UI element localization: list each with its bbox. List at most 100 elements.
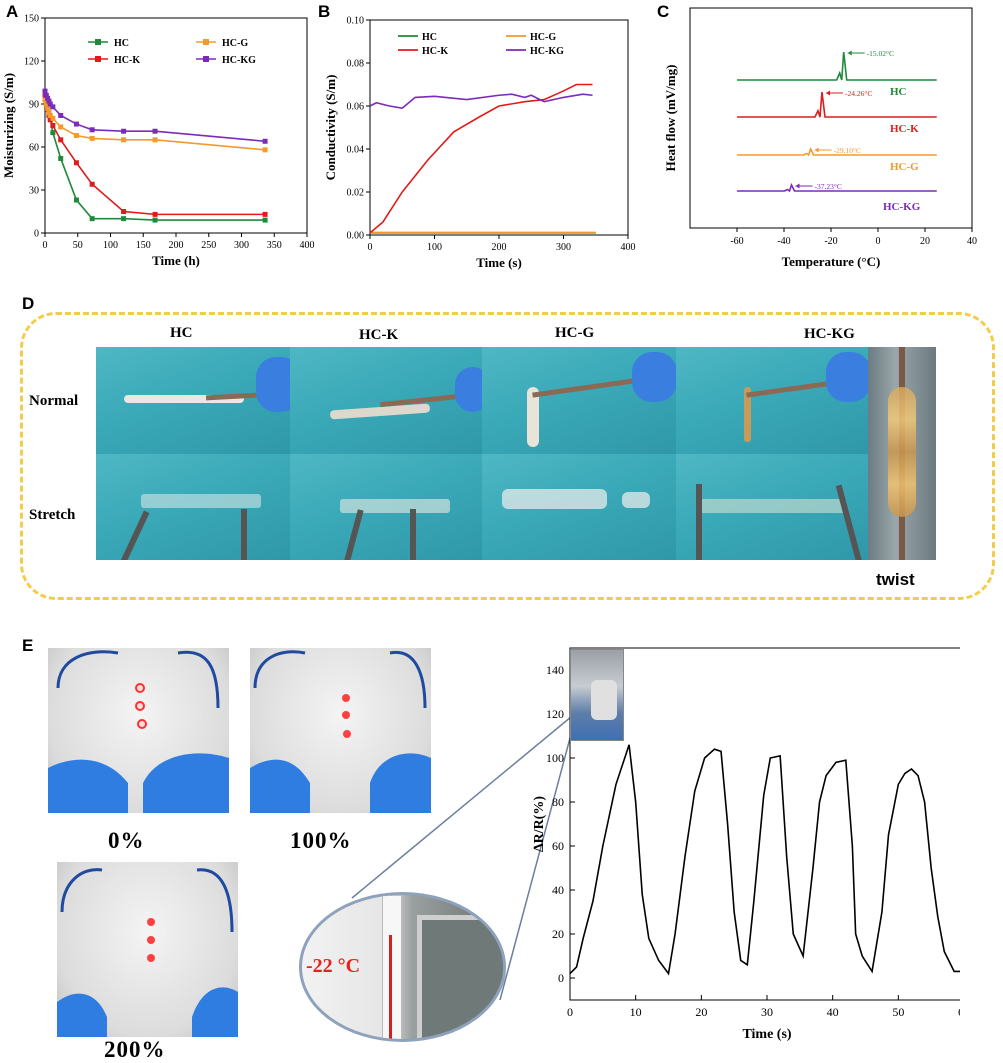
chart-b-hc-k-series-line	[369, 83, 593, 234]
chart-a-hc-kg-data-point	[152, 128, 158, 134]
chart-c-hc-g-curve	[737, 146, 937, 157]
chart-b-x-tick-label: 300	[556, 242, 571, 253]
chart-a-hc-kg-data-point	[262, 138, 268, 144]
chart-c-x-tick-label: -20	[824, 236, 837, 247]
chart-c-peak-annotation: -29.10°C	[834, 146, 861, 155]
photo-strain-0	[48, 648, 229, 813]
chart-a-y-tick-label: 30	[29, 186, 39, 197]
chart-e-x-tick-label: 60	[958, 1005, 960, 1019]
chart-b-y-tick-label: 0.02	[347, 188, 365, 199]
chart-a-hc-g-data-point	[73, 133, 79, 139]
chart-c-hc-k-curve	[737, 91, 937, 118]
chart-a-legend-label: HC-KG	[222, 55, 256, 66]
chart-a-hc-kg-data-point	[73, 121, 79, 127]
chart-c-plot-frame	[689, 7, 973, 229]
chart-c-x-tick-label: 20	[920, 236, 930, 247]
chart-a-hc-k-data-point	[89, 181, 95, 187]
chart-a-hc-data-point	[89, 216, 95, 222]
strain-label-200: 200%	[104, 1037, 166, 1062]
chart-a-hc-kg-data-point	[42, 88, 48, 94]
panel-letter-c: C	[657, 2, 670, 21]
chart-b-y-tick-label: 0.06	[347, 102, 365, 113]
photo-hc-g-stretch	[482, 454, 676, 560]
chart-c-arrow-head	[795, 183, 800, 189]
twist-label: twist	[876, 570, 915, 589]
chart-a-y-tick-label: 90	[29, 100, 39, 111]
chart-a-hc-kg-data-point	[47, 101, 53, 107]
inset-photo-setup	[570, 649, 624, 741]
chart-a-x-tick-label: 200	[169, 240, 184, 251]
chart-a-hc-k-data-point	[262, 211, 268, 217]
chart-b-y-axis-label: Conductivity (S/m)	[323, 75, 338, 181]
panel-letter-b: B	[318, 2, 331, 21]
chart-a-hc-k-data-point	[58, 137, 64, 143]
chart-a-legend-marker	[203, 39, 209, 45]
chart-a-y-tick-label: 150	[24, 14, 39, 25]
chart-b-legend-label: HC-KG	[530, 46, 564, 57]
chart-a-hc-kg-data-point	[45, 95, 51, 101]
chart-b-legend-label: HC	[422, 32, 437, 43]
panel-letter-e: E	[22, 636, 34, 655]
photo-hc-k-stretch	[290, 454, 482, 560]
panel-d-frame	[20, 312, 995, 600]
col-label-hc: HC	[170, 325, 193, 341]
thermometer-label: -22 °C	[306, 955, 361, 977]
chart-a-x-tick-label: 300	[234, 240, 249, 251]
photo-hc-kg-normal	[676, 347, 868, 454]
chart-a-hc-k-series-line	[44, 96, 266, 216]
thermometer-lens	[299, 892, 506, 1042]
chart-a-x-tick-label: 350	[267, 240, 282, 251]
chart-e-y-tick-label: 140	[546, 663, 564, 677]
chart-a-hc-g-data-point	[42, 97, 48, 103]
chart-c-x-axis-label: Temperature (°C)	[782, 254, 881, 269]
chart-a-hc-kg-data-point	[89, 127, 95, 133]
chart-c-x-tick-label: -60	[730, 236, 743, 247]
photo-hc-stretch	[96, 454, 290, 560]
chart-a-hc-k-data-point	[152, 211, 158, 217]
chart-a-y-tick-label: 60	[29, 143, 39, 154]
chart-a-hc-data-point	[73, 197, 79, 203]
panel-letter-d: D	[22, 294, 35, 313]
chart-e-x-tick-label: 50	[892, 1005, 904, 1019]
photo-hc-k-normal	[290, 347, 482, 454]
chart-a-hc-k-data-point	[47, 117, 53, 123]
row-label-normal: Normal	[29, 393, 79, 409]
chart-a-hc-g-data-point	[50, 115, 56, 121]
chart-b-legend-label: HC-K	[422, 46, 448, 57]
chart-e-plot-frame	[569, 647, 960, 1001]
chart-a-x-tick-label: 50	[73, 240, 83, 251]
chart-e-x-tick-label: 30	[761, 1005, 773, 1019]
col-label-hc-kg: HC-KG	[804, 326, 855, 342]
chart-c-series-label: HC-K	[890, 123, 919, 135]
chart-a-hc-g-data-point	[152, 137, 158, 143]
chart-c-y-axis-label: Heat flow (mV/mg)	[663, 65, 678, 172]
chart-a-hc-g-data-point	[89, 135, 95, 141]
chart-a-hc-g-data-point	[45, 105, 51, 111]
chart-a-plot-frame	[44, 17, 308, 234]
chart-a-hc-g-data-point	[43, 101, 49, 107]
chart-e: 0 10 20 30 40 50 60 0 20 40 60 80 100 120 140 Time (s) ∆…	[532, 647, 960, 1042]
chart-a-legend-label: HC	[114, 38, 129, 49]
chart-a-legend-label: HC-G	[222, 38, 248, 49]
chart-a-legend-marker	[203, 56, 209, 62]
chart-a-hc-data-point	[121, 216, 127, 222]
chart-a: 0 50 100 150 200 250 300 350 4000306090120150Tim…	[1, 14, 315, 269]
chart-a-hc-g-data-point	[46, 110, 52, 116]
chart-a-hc-data-point	[58, 155, 64, 161]
chart-b-y-tick-label: 0.08	[347, 59, 365, 70]
chart-e-y-tick-label: 40	[552, 883, 564, 897]
chart-c-x-tick-label: 40	[967, 236, 977, 247]
chart-a-hc-data-point	[262, 217, 268, 223]
chart-c-x-tick-label: 0	[876, 236, 881, 247]
strain-label-0: 0%	[108, 828, 145, 853]
chart-a-hc-g-data-point	[262, 147, 268, 153]
chart-a-legend-label: HC-K	[114, 55, 140, 66]
chart-e-y-tick-label: 120	[546, 707, 564, 721]
chart-c-hc-kg-curve	[737, 182, 937, 193]
chart-c-hc-curve	[737, 51, 937, 81]
chart-a-hc-k-data-point	[121, 209, 127, 214]
chart-a-hc-kg-data-point	[50, 104, 56, 110]
chart-a-x-tick-label: 150	[136, 240, 151, 251]
chart-a-x-tick-label: 100	[103, 240, 118, 251]
chart-a-x-tick-label: 0	[43, 240, 48, 251]
